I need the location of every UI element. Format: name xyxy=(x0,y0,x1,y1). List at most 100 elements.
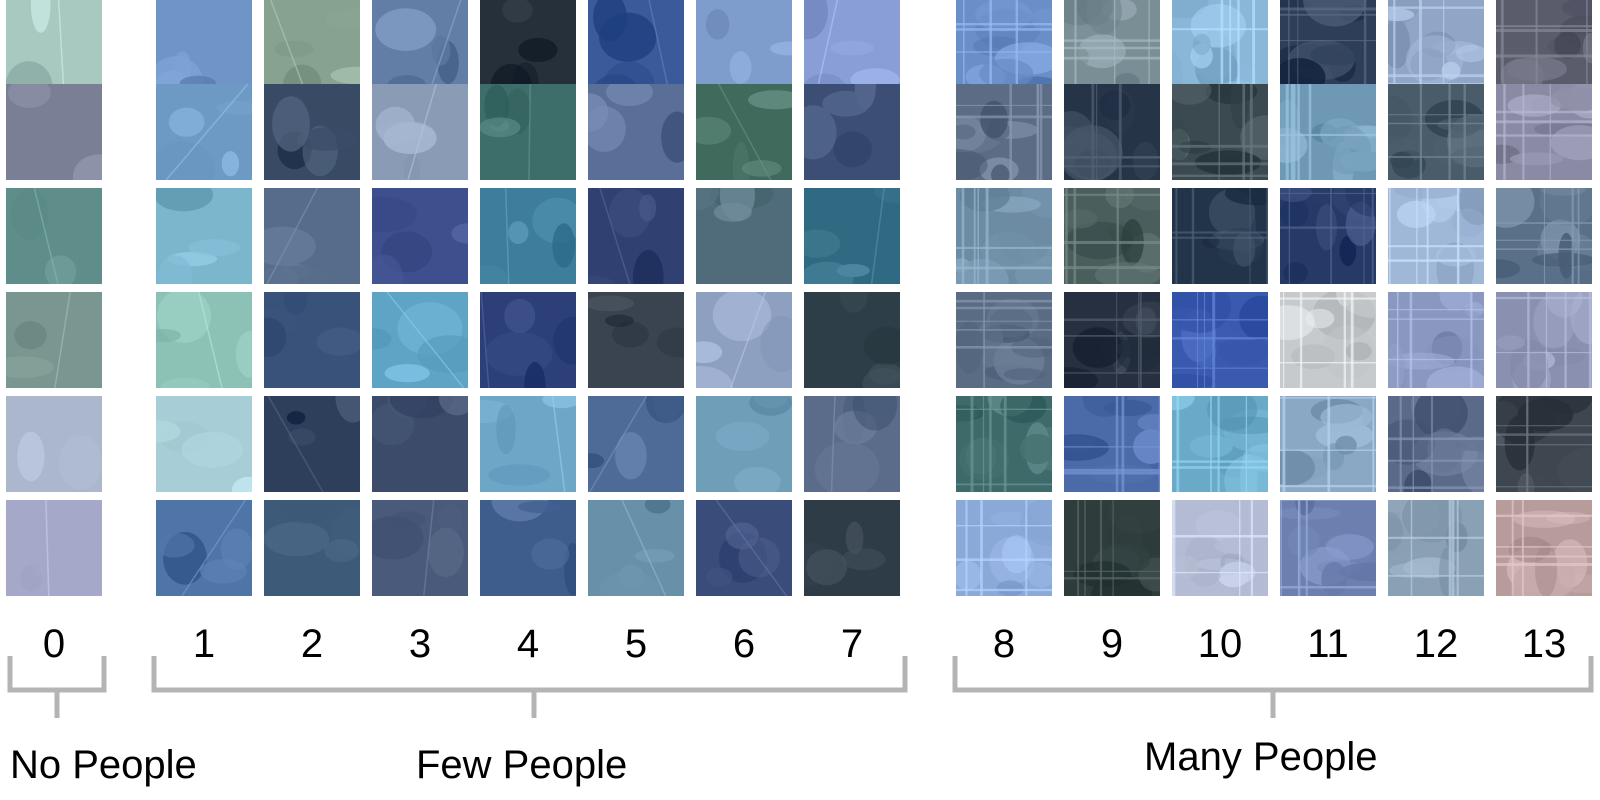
satellite-tile xyxy=(1280,188,1376,284)
satellite-tile xyxy=(372,292,468,388)
satellite-tile xyxy=(1388,188,1484,284)
satellite-tile xyxy=(1064,292,1160,388)
satellite-tile xyxy=(956,292,1052,388)
satellite-tile xyxy=(156,500,252,596)
satellite-tile xyxy=(372,84,468,180)
satellite-tile xyxy=(696,0,792,96)
satellite-tile xyxy=(1064,188,1160,284)
satellite-tile xyxy=(588,396,684,492)
satellite-tile xyxy=(6,0,102,96)
column-label: 6 xyxy=(732,622,756,666)
satellite-tile xyxy=(1388,292,1484,388)
satellite-tile xyxy=(696,292,792,388)
satellite-tile xyxy=(6,188,102,284)
satellite-tile xyxy=(956,188,1052,284)
satellite-tile xyxy=(1064,396,1160,492)
satellite-tile xyxy=(1496,0,1592,96)
satellite-tile xyxy=(480,396,576,492)
satellite-tile xyxy=(156,0,252,96)
group-label-many-people: Many People xyxy=(1144,735,1378,779)
column-label: 12 xyxy=(1413,622,1459,666)
satellite-tile xyxy=(372,500,468,596)
satellite-tile xyxy=(956,500,1052,596)
satellite-tile xyxy=(6,84,102,180)
satellite-tile xyxy=(1496,292,1592,388)
satellite-tile xyxy=(480,84,576,180)
satellite-tile xyxy=(588,188,684,284)
satellite-tile xyxy=(264,396,360,492)
satellite-tile xyxy=(956,0,1052,96)
column-label: 1 xyxy=(192,622,216,666)
satellite-tile xyxy=(156,84,252,180)
satellite-tile xyxy=(696,396,792,492)
satellite-tile xyxy=(956,84,1052,180)
satellite-tile xyxy=(264,292,360,388)
satellite-tile xyxy=(1496,500,1592,596)
column-label: 8 xyxy=(992,622,1016,666)
satellite-tile xyxy=(480,188,576,284)
satellite-tile xyxy=(1172,500,1268,596)
satellite-image-grid xyxy=(6,0,1592,596)
column-label: 4 xyxy=(516,622,540,666)
satellite-tile xyxy=(588,500,684,596)
satellite-tile xyxy=(1064,0,1160,96)
satellite-tile xyxy=(804,84,900,180)
group-label-few-people: Few People xyxy=(416,743,628,787)
satellite-tile xyxy=(588,292,684,388)
satellite-tile xyxy=(956,396,1052,492)
column-label: 2 xyxy=(300,622,324,666)
satellite-tile xyxy=(1496,84,1592,180)
satellite-tile xyxy=(1280,292,1376,388)
column-label: 10 xyxy=(1197,622,1243,666)
satellite-tile xyxy=(480,0,576,96)
column-label: 3 xyxy=(408,622,432,666)
satellite-tile xyxy=(1496,188,1592,284)
satellite-tile xyxy=(696,188,792,284)
satellite-tile xyxy=(372,0,468,96)
satellite-tile xyxy=(264,84,360,180)
satellite-tile xyxy=(1280,84,1376,180)
satellite-tile xyxy=(264,188,360,284)
satellite-tile xyxy=(804,500,900,596)
satellite-tile xyxy=(1388,396,1484,492)
column-label: 5 xyxy=(624,622,648,666)
column-label: 9 xyxy=(1100,622,1124,666)
satellite-tile xyxy=(1172,188,1268,284)
satellite-tile xyxy=(1388,500,1484,596)
satellite-tile xyxy=(6,292,102,388)
satellite-tile xyxy=(1280,396,1376,492)
satellite-tile xyxy=(696,500,792,596)
satellite-tile xyxy=(1280,500,1376,596)
group-label-no-people: No People xyxy=(10,743,197,787)
column-label: 11 xyxy=(1307,622,1349,666)
satellite-tile xyxy=(804,188,900,284)
satellite-tile xyxy=(156,188,252,284)
satellite-tile xyxy=(480,292,576,388)
satellite-tile xyxy=(1388,0,1484,96)
satellite-tile xyxy=(1280,0,1376,96)
column-label: 13 xyxy=(1521,622,1567,666)
satellite-tile xyxy=(696,84,792,180)
satellite-tile xyxy=(1172,396,1268,492)
satellite-tile xyxy=(1172,0,1268,96)
satellite-tile xyxy=(156,292,252,388)
satellite-tile xyxy=(6,500,102,596)
satellite-tile xyxy=(1388,84,1484,180)
satellite-tile xyxy=(1172,292,1268,388)
satellite-tile xyxy=(480,500,576,596)
satellite-tile xyxy=(6,396,102,492)
satellite-tile xyxy=(264,500,360,596)
satellite-tile xyxy=(804,396,900,492)
satellite-tile xyxy=(156,396,252,492)
satellite-tile xyxy=(588,84,684,180)
satellite-tile xyxy=(264,0,360,96)
satellite-tile xyxy=(804,0,900,96)
column-label: 7 xyxy=(840,622,864,666)
satellite-tile xyxy=(1064,84,1160,180)
satellite-tile xyxy=(804,292,900,388)
satellite-tile xyxy=(1172,84,1268,180)
satellite-tile xyxy=(372,396,468,492)
satellite-tile xyxy=(1064,500,1160,596)
satellite-tile xyxy=(1496,396,1592,492)
column-label: 0 xyxy=(42,622,66,666)
